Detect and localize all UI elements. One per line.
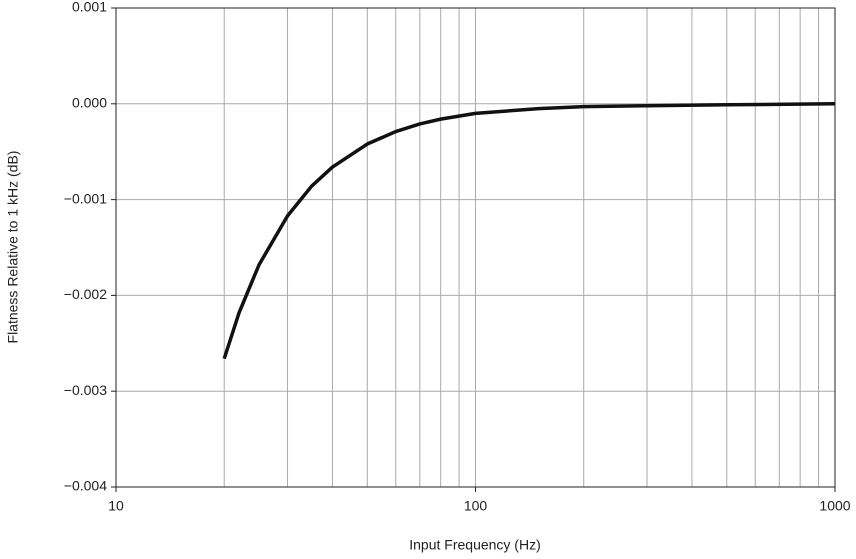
y-tick-label: −0.001	[64, 190, 107, 206]
y-axis-label: Flatness Relative to 1 kHz (dB)	[5, 151, 21, 344]
y-tick-label: −0.002	[64, 286, 107, 302]
line	[222, 102, 836, 360]
x-tick-label: 100	[464, 498, 488, 514]
y-tick-label: 0.000	[72, 95, 107, 111]
y-tick-label: 0.001	[72, 0, 107, 15]
x-axis-label: Input Frequency (Hz)	[409, 537, 541, 553]
y-tick-label: −0.004	[64, 478, 107, 494]
plot-frame	[115, 7, 836, 488]
x-tick-label: 1000	[819, 498, 850, 514]
y-tick-label: −0.003	[64, 382, 107, 398]
x-tick-label: 10	[108, 498, 124, 514]
